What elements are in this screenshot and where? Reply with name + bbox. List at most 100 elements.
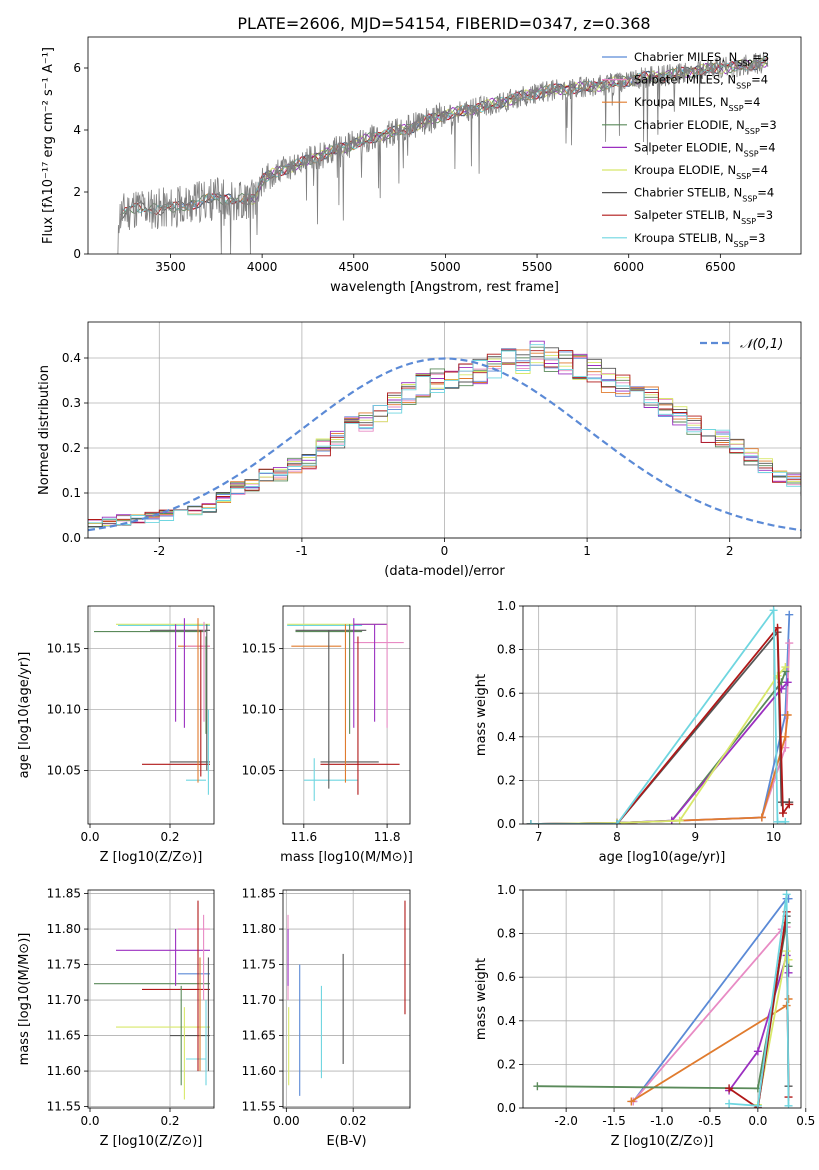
mass-weight-marker bbox=[785, 639, 794, 648]
y-tick-label: 10.10 bbox=[47, 703, 81, 717]
x-tick-label: 5000 bbox=[430, 260, 461, 274]
plot-area bbox=[88, 340, 801, 532]
x-tick-label: -2.0 bbox=[554, 1114, 577, 1128]
mass-weight-series-line bbox=[530, 714, 789, 824]
x-axis-label: wavelength [Angstrom, rest frame] bbox=[330, 280, 559, 295]
residual-histogram-series bbox=[88, 344, 801, 525]
mass-weight-series-line bbox=[530, 681, 789, 824]
y-tick-label: 0.2 bbox=[497, 773, 516, 787]
y-tick-label: 0.2 bbox=[497, 1057, 516, 1071]
mass-weight-marker bbox=[785, 610, 794, 619]
y-tick-label: 0.0 bbox=[497, 817, 516, 831]
mass-weight-series-line bbox=[729, 894, 790, 1107]
x-tick-label: 4000 bbox=[247, 260, 278, 274]
x-tick-label: 0.0 bbox=[748, 1114, 767, 1128]
panel-mass-vs-ebv: 0.00 0.02 11.55 11.60 11.65 11.70 11.75 11.80 11… bbox=[242, 887, 411, 1149]
y-tick-label: 11.55 bbox=[47, 1100, 81, 1114]
mass-weight-marker bbox=[725, 1099, 734, 1108]
x-tick-label: 0.2 bbox=[160, 1114, 179, 1128]
legend-entry-label: Chabrier STELIB, NSSP=4 bbox=[634, 186, 774, 204]
y-tick-label: 11.75 bbox=[242, 958, 276, 972]
plot-area bbox=[287, 900, 406, 1096]
y-tick-label: 11.80 bbox=[47, 922, 81, 936]
panel-mass-weight-vs-Z: -2.0 -1.5 -1.0 -0.5 0.0 0.5 0.0 0.2 0.4 0.6 0.8 1.0… bbox=[474, 883, 815, 1149]
x-axis-label: E(B-V) bbox=[326, 1134, 366, 1149]
legend-entry-label: Salpeter STELIB, NSSP=3 bbox=[634, 208, 773, 226]
y-axis-label: mass weight bbox=[474, 674, 489, 756]
panel-age-vs-mass: 11.6 11.8 10.05 10.10 10.15 mass [log10(M/M⊙)… bbox=[242, 605, 413, 865]
mass-weight-marker bbox=[627, 1097, 636, 1106]
panel-residuals: -2 -1 0 1 2 0.0 0.1 0.2 0.3 0.4 (data-model)/error… bbox=[37, 321, 802, 579]
y-tick-label: 0.6 bbox=[497, 686, 516, 700]
plot-area bbox=[94, 618, 210, 795]
mass-weight-marker bbox=[526, 820, 535, 824]
x-tick-label: 0.02 bbox=[340, 1114, 367, 1128]
y-axis-label: age [log10(age/yr)] bbox=[17, 652, 32, 779]
x-tick-label: 2 bbox=[726, 544, 734, 558]
x-tick-label: 0.5 bbox=[796, 1114, 815, 1128]
observed-spectrum-line bbox=[117, 51, 769, 254]
x-tick-label: 0 bbox=[441, 544, 449, 558]
x-tick-label: -1 bbox=[296, 544, 308, 558]
y-tick-label: 1.0 bbox=[497, 883, 516, 897]
mass-weight-series-line bbox=[632, 897, 789, 1103]
mass-weight-series-line bbox=[530, 666, 786, 824]
y-tick-label: 11.55 bbox=[242, 1100, 276, 1114]
residual-histogram-series bbox=[88, 355, 801, 526]
panel-mass-weight-vs-age: 7 8 9 10 0.0 0.2 0.4 0.6 0.8 1.0 age [log10(age/yr… bbox=[474, 599, 802, 865]
y-tick-label: 6 bbox=[73, 61, 81, 75]
x-tick-label: 0.2 bbox=[160, 830, 179, 844]
x-axis-label: age [log10(age/yr)] bbox=[599, 850, 726, 865]
x-tick-label: 6000 bbox=[613, 260, 644, 274]
y-tick-label: 4 bbox=[73, 123, 81, 137]
y-tick-label: 11.65 bbox=[47, 1029, 81, 1043]
legend-entry-label: 𝒩(0,1) bbox=[740, 337, 783, 352]
axes-frame bbox=[87, 605, 215, 825]
residual-histogram-series bbox=[88, 346, 801, 528]
y-tick-label: 0 bbox=[73, 247, 81, 261]
mass-weight-marker bbox=[784, 955, 793, 964]
x-tick-label: 11.8 bbox=[374, 830, 401, 844]
legend-entry-label: Salpeter MILES, NSSP=4 bbox=[634, 73, 768, 91]
x-axis-label: Z [log10(Z/Z⊙)] bbox=[611, 1134, 714, 1149]
mass-weight-series-line bbox=[530, 614, 791, 824]
figure-title: PLATE=2606, MJD=54154, FIBERID=0347, z=0… bbox=[237, 14, 650, 33]
x-tick-label: 5500 bbox=[522, 260, 553, 274]
axes-frame bbox=[87, 889, 215, 1109]
y-tick-label: 0.3 bbox=[62, 396, 81, 410]
normal-distribution-curve bbox=[88, 357, 801, 532]
x-tick-label: 9 bbox=[691, 830, 699, 844]
x-tick-label: 10 bbox=[766, 830, 781, 844]
x-tick-label: 7 bbox=[535, 830, 543, 844]
y-tick-label: 0.0 bbox=[62, 531, 81, 545]
mass-weight-marker bbox=[753, 1047, 762, 1056]
y-tick-label: 1.0 bbox=[497, 599, 516, 613]
legend-entry-label: Chabrier MILES, NSSP=3 bbox=[634, 50, 769, 68]
legend-entry-label: Kroupa ELODIE, NSSP=4 bbox=[634, 163, 768, 181]
mass-weight-marker bbox=[778, 809, 787, 818]
mass-weight-marker bbox=[781, 732, 790, 741]
mass-weight-marker bbox=[753, 1101, 762, 1108]
mass-weight-marker bbox=[781, 663, 790, 672]
plot-area bbox=[94, 900, 210, 1100]
residual-histogram-series bbox=[88, 347, 801, 527]
y-tick-label: 0.8 bbox=[497, 643, 516, 657]
y-axis-label: Normed distribution bbox=[37, 365, 52, 495]
legend-entry-label: Kroupa MILES, NSSP=4 bbox=[634, 95, 760, 113]
y-tick-label: 0.4 bbox=[62, 351, 81, 365]
mass-weight-marker bbox=[777, 798, 786, 807]
y-tick-label: 10.15 bbox=[242, 642, 276, 656]
x-axis-label: (data-model)/error bbox=[384, 564, 505, 579]
legend-entry-label: Salpeter ELODIE, NSSP=4 bbox=[634, 140, 776, 158]
x-tick-label: 0.0 bbox=[80, 1114, 99, 1128]
y-tick-label: 11.70 bbox=[242, 993, 276, 1007]
y-tick-label: 0.4 bbox=[497, 1014, 516, 1028]
y-tick-label: 11.85 bbox=[47, 887, 81, 901]
x-tick-label: -1.0 bbox=[650, 1114, 673, 1128]
y-tick-label: 11.70 bbox=[47, 993, 81, 1007]
residual-histogram-series bbox=[88, 348, 801, 528]
y-tick-label: 0.1 bbox=[62, 486, 81, 500]
y-tick-label: 10.15 bbox=[47, 642, 81, 656]
y-tick-label: 11.60 bbox=[242, 1064, 276, 1078]
